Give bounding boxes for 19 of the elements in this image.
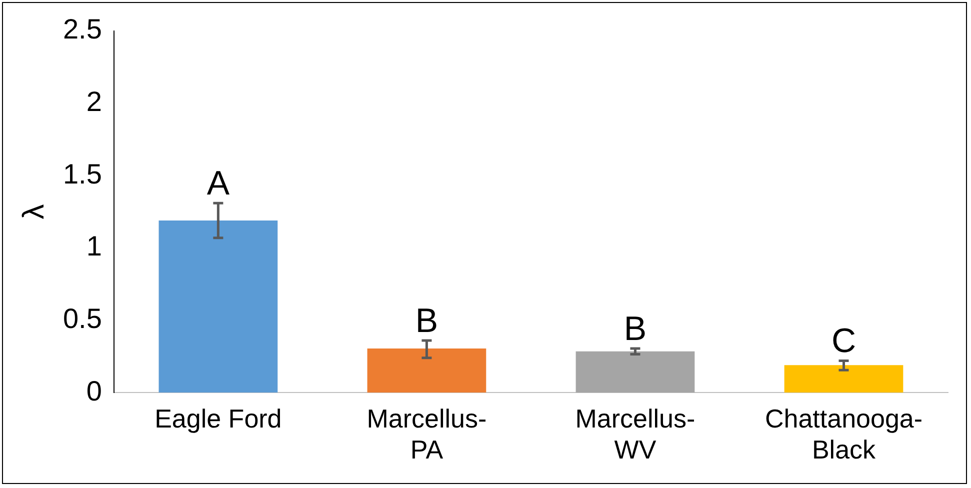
- y-tick-label: 1: [86, 230, 102, 262]
- y-tick-label: 0: [86, 375, 102, 406]
- x-tick-label: Marcellus-WV: [575, 403, 696, 465]
- y-tick-label: 0.5: [62, 303, 102, 334]
- bar: [367, 348, 486, 393]
- annotation: B: [624, 310, 647, 348]
- annotation: A: [206, 164, 230, 202]
- annotation: C: [831, 322, 856, 360]
- x-tick-label: Eagle Ford: [154, 403, 282, 434]
- y-tick-label: 2: [86, 86, 102, 118]
- bar: [158, 220, 278, 393]
- y-tick-label: 2.5: [62, 14, 102, 45]
- y-axis-title: λ: [17, 204, 50, 220]
- x-tick-label: Chattanooga-Black: [764, 403, 923, 465]
- annotation: B: [415, 302, 438, 340]
- y-tick-label: 1.5: [62, 158, 102, 190]
- bar: [576, 351, 695, 393]
- bar: [784, 365, 904, 393]
- x-tick-label: Marcellus-PA: [366, 403, 487, 465]
